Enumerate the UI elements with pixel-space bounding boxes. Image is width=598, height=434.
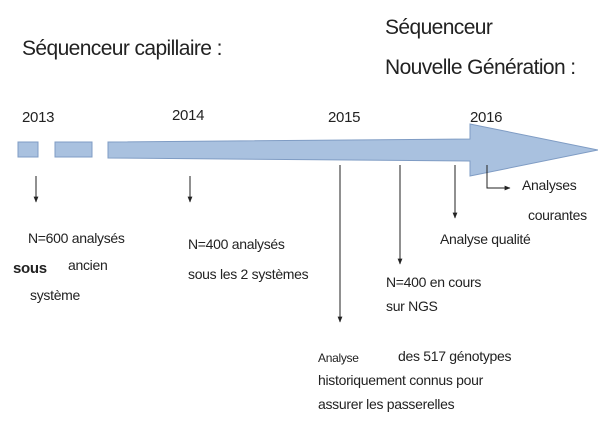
note: historiquement connus pour xyxy=(318,372,484,388)
year: 2016 xyxy=(470,109,502,126)
timeline-arrow xyxy=(107,123,598,177)
note: courantes xyxy=(528,207,587,223)
heading: Nouvelle Génération : xyxy=(385,56,576,79)
note: sous xyxy=(13,260,47,277)
segment xyxy=(17,141,39,158)
year: 2014 xyxy=(172,107,204,124)
note: N=600 analysés xyxy=(28,230,125,246)
note: Analyse xyxy=(318,351,359,365)
note: Analyse qualité xyxy=(440,231,531,247)
note: des 517 génotypes xyxy=(398,348,512,364)
note: N=400 analysés xyxy=(188,236,285,252)
note: système xyxy=(30,287,81,303)
note: assurer les passerelles xyxy=(318,396,455,412)
segment xyxy=(54,141,93,158)
year: 2013 xyxy=(22,109,54,126)
pointer xyxy=(486,165,511,191)
heading: Séquenceur xyxy=(385,16,493,39)
note: N=400 en cours xyxy=(386,274,481,290)
year: 2015 xyxy=(328,109,360,126)
note: Analyses xyxy=(522,177,577,193)
note: sous les 2 systèmes xyxy=(188,266,309,282)
note: sur NGS xyxy=(386,298,438,314)
heading: Séquenceur capillaire : xyxy=(22,37,222,60)
note: ancien xyxy=(68,257,107,273)
